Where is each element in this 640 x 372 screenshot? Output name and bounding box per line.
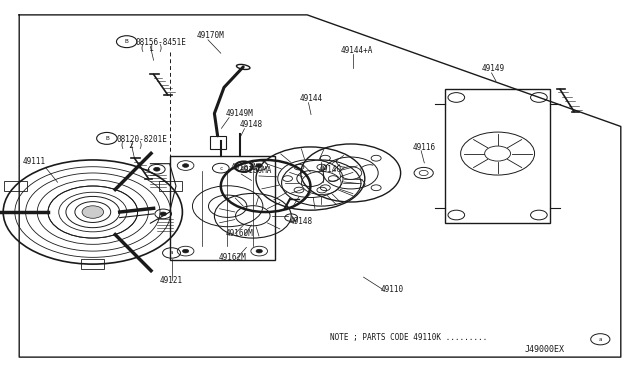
Text: 49116: 49116	[413, 142, 436, 151]
Circle shape	[182, 164, 189, 167]
Text: a: a	[598, 337, 602, 342]
Text: J49000EX: J49000EX	[525, 344, 564, 353]
Text: 49121: 49121	[160, 276, 183, 285]
Text: ( 2 ): ( 2 )	[120, 141, 143, 150]
Text: 49160MA: 49160MA	[240, 166, 273, 174]
Text: 49162M: 49162M	[219, 253, 246, 262]
Circle shape	[82, 206, 104, 218]
Text: 49144+A: 49144+A	[340, 46, 373, 55]
Text: a: a	[170, 250, 173, 256]
Bar	[210, 136, 226, 149]
Text: B: B	[105, 136, 109, 141]
Circle shape	[182, 249, 189, 253]
Bar	[445, 89, 550, 223]
Text: ( 1 ): ( 1 )	[140, 44, 163, 53]
Text: B: B	[125, 39, 129, 44]
Bar	[170, 156, 275, 260]
Text: NOTE ; PARTS CODE 49110K .........: NOTE ; PARTS CODE 49110K .........	[330, 333, 487, 342]
Text: 49160M: 49160M	[225, 229, 253, 238]
Text: 49144: 49144	[300, 94, 323, 103]
Text: 49110: 49110	[381, 285, 404, 294]
Text: 49148: 49148	[289, 217, 312, 226]
Text: 49162N: 49162N	[230, 163, 258, 171]
Circle shape	[160, 212, 166, 216]
Text: 49149: 49149	[481, 64, 504, 73]
Text: 08156-8451E: 08156-8451E	[136, 38, 186, 47]
Circle shape	[256, 164, 262, 167]
Circle shape	[256, 249, 262, 253]
Text: 49148: 49148	[240, 120, 263, 129]
Text: 49140: 49140	[319, 165, 342, 174]
Text: 08120-8201E: 08120-8201E	[116, 135, 167, 144]
Text: 49111: 49111	[22, 157, 45, 166]
Text: 49170M: 49170M	[197, 31, 225, 40]
Text: 49149M: 49149M	[225, 109, 253, 118]
Text: c: c	[219, 166, 223, 171]
Circle shape	[154, 167, 160, 171]
